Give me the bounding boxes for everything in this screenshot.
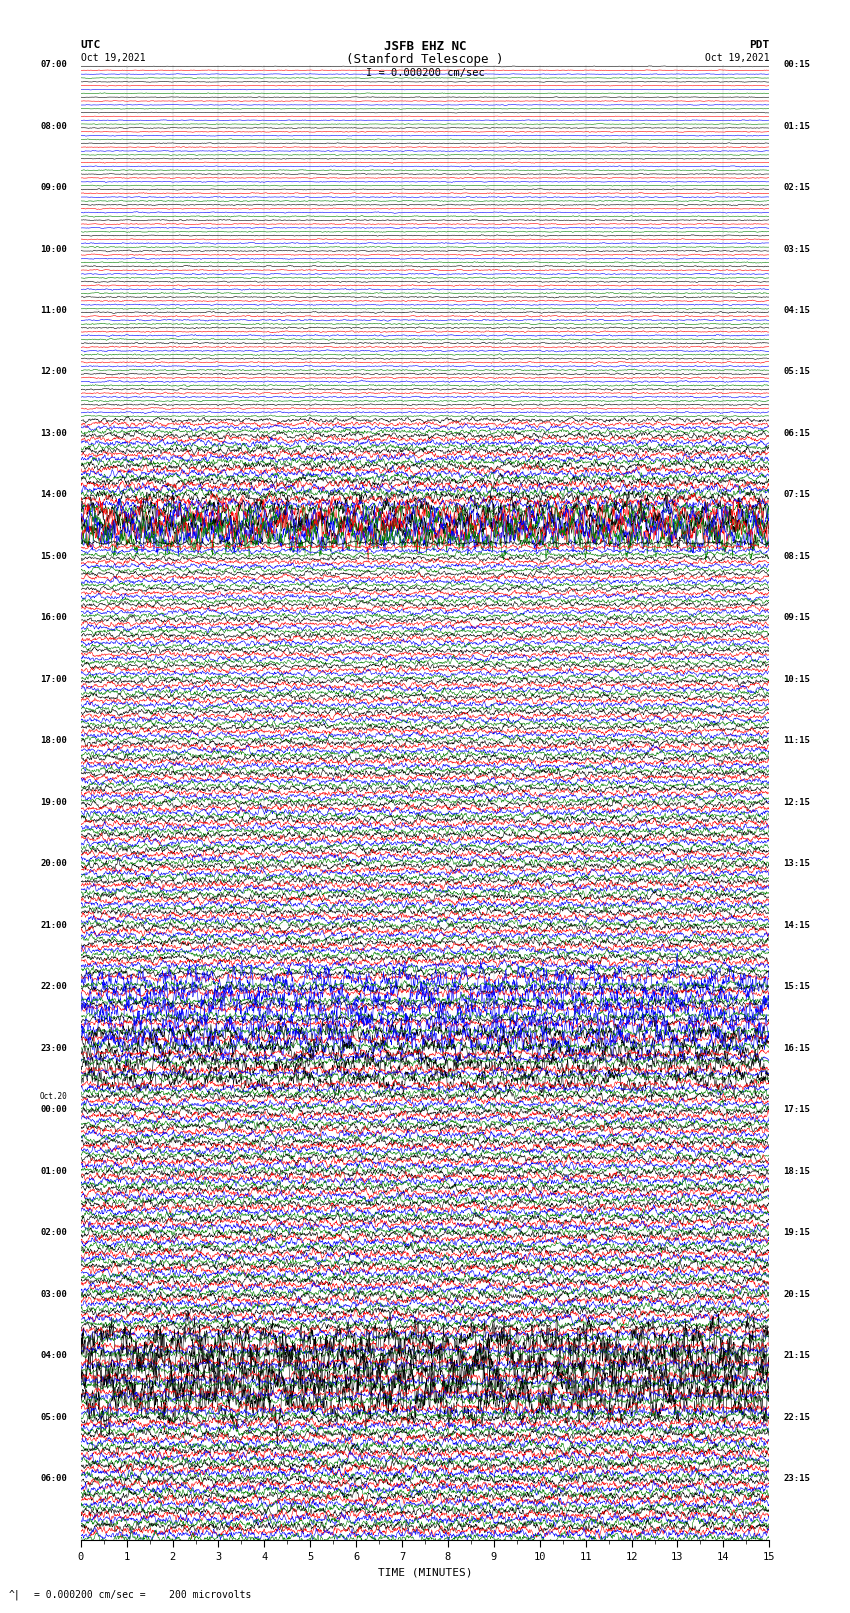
Text: 22:15: 22:15 [783, 1413, 810, 1423]
Text: 08:00: 08:00 [40, 121, 67, 131]
Text: JSFB EHZ NC: JSFB EHZ NC [383, 40, 467, 53]
Text: 23:00: 23:00 [40, 1044, 67, 1053]
Text: 09:00: 09:00 [40, 182, 67, 192]
Text: 14:15: 14:15 [783, 921, 810, 931]
Text: 18:00: 18:00 [40, 737, 67, 745]
Text: 15:15: 15:15 [783, 982, 810, 992]
Text: 19:15: 19:15 [783, 1229, 810, 1237]
Text: 15:00: 15:00 [40, 552, 67, 561]
Text: 22:00: 22:00 [40, 982, 67, 992]
Text: 05:00: 05:00 [40, 1413, 67, 1423]
Text: 16:15: 16:15 [783, 1044, 810, 1053]
Text: I = 0.000200 cm/sec: I = 0.000200 cm/sec [366, 68, 484, 77]
Text: 06:15: 06:15 [783, 429, 810, 439]
Text: 23:15: 23:15 [783, 1474, 810, 1484]
Text: 02:15: 02:15 [783, 182, 810, 192]
Text: 18:15: 18:15 [783, 1166, 810, 1176]
Text: 10:15: 10:15 [783, 674, 810, 684]
Text: 03:15: 03:15 [783, 245, 810, 253]
Text: Oct.20: Oct.20 [39, 1092, 67, 1100]
Text: 03:00: 03:00 [40, 1290, 67, 1298]
Text: 02:00: 02:00 [40, 1229, 67, 1237]
Text: 01:00: 01:00 [40, 1166, 67, 1176]
Text: 20:15: 20:15 [783, 1290, 810, 1298]
Text: 10:00: 10:00 [40, 245, 67, 253]
Text: 19:00: 19:00 [40, 798, 67, 806]
Text: 11:15: 11:15 [783, 737, 810, 745]
Text: PDT: PDT [749, 40, 769, 50]
Text: 16:00: 16:00 [40, 613, 67, 623]
Text: 12:00: 12:00 [40, 368, 67, 376]
Text: 07:15: 07:15 [783, 490, 810, 500]
Text: 17:00: 17:00 [40, 674, 67, 684]
Text: 20:00: 20:00 [40, 860, 67, 868]
Text: 06:00: 06:00 [40, 1474, 67, 1484]
Text: 01:15: 01:15 [783, 121, 810, 131]
X-axis label: TIME (MINUTES): TIME (MINUTES) [377, 1568, 473, 1578]
Text: 00:15: 00:15 [783, 60, 810, 69]
Text: = 0.000200 cm/sec =    200 microvolts: = 0.000200 cm/sec = 200 microvolts [34, 1590, 252, 1600]
Text: UTC: UTC [81, 40, 101, 50]
Text: 17:15: 17:15 [783, 1105, 810, 1115]
Text: Oct 19,2021: Oct 19,2021 [705, 53, 769, 63]
Text: 14:00: 14:00 [40, 490, 67, 500]
Text: 08:15: 08:15 [783, 552, 810, 561]
Text: 04:00: 04:00 [40, 1352, 67, 1360]
Text: 21:15: 21:15 [783, 1352, 810, 1360]
Text: 13:00: 13:00 [40, 429, 67, 439]
Text: 05:15: 05:15 [783, 368, 810, 376]
Text: 00:00: 00:00 [40, 1105, 67, 1115]
Text: ^|: ^| [8, 1589, 20, 1600]
Text: 09:15: 09:15 [783, 613, 810, 623]
Text: 21:00: 21:00 [40, 921, 67, 931]
Text: Oct 19,2021: Oct 19,2021 [81, 53, 145, 63]
Text: 04:15: 04:15 [783, 306, 810, 315]
Text: 11:00: 11:00 [40, 306, 67, 315]
Text: (Stanford Telescope ): (Stanford Telescope ) [346, 53, 504, 66]
Text: 12:15: 12:15 [783, 798, 810, 806]
Text: 13:15: 13:15 [783, 860, 810, 868]
Text: 07:00: 07:00 [40, 60, 67, 69]
